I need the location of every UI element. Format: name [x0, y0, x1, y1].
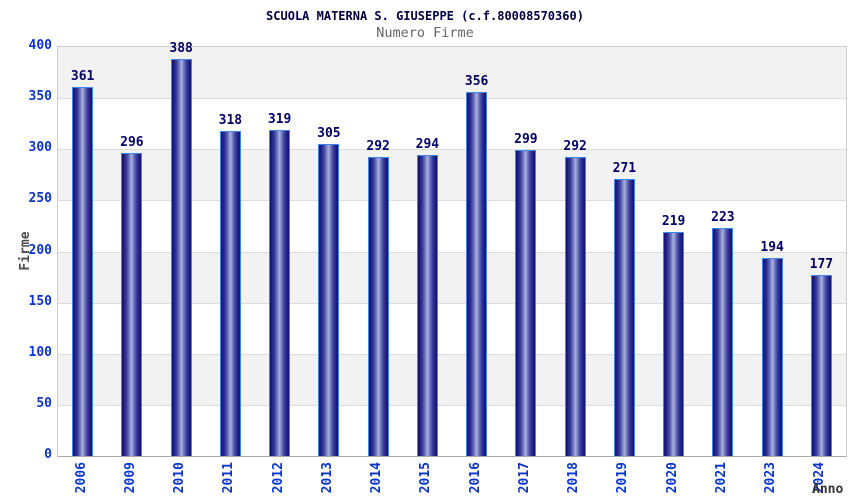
- bar-value-label: 361: [70, 68, 95, 84]
- gridline: [58, 251, 846, 253]
- gridline: [58, 200, 846, 202]
- bar: [170, 59, 192, 456]
- x-tick-label: 2023: [763, 462, 779, 494]
- x-tick-label: 2016: [467, 462, 483, 494]
- x-tick-label: 2020: [664, 462, 680, 494]
- bar-value-label: 292: [366, 139, 390, 155]
- x-tick-label: 2017: [516, 462, 532, 494]
- x-axis-title: Anno: [812, 482, 844, 497]
- bar-value-label: 318: [218, 112, 243, 128]
- bar-value-label: 194: [760, 239, 784, 255]
- x-tick-label: 2021: [713, 462, 729, 494]
- y-tick-label: 50: [36, 395, 52, 411]
- bar-value-label: 356: [464, 73, 489, 89]
- bar: [564, 157, 586, 456]
- y-tick-label: 400: [28, 38, 52, 53]
- bar: [318, 144, 340, 456]
- bar: [367, 157, 389, 456]
- chart-title: SCUOLA MATERNA S. GIUSEPPE (c.f.80008570…: [266, 9, 584, 23]
- gridline: [58, 353, 846, 355]
- bar-value-label: 219: [661, 214, 686, 230]
- bar-value-label: 294: [415, 137, 440, 153]
- y-tick-label: 100: [28, 344, 52, 360]
- y-tick-label: 250: [28, 191, 52, 207]
- gridline: [58, 404, 846, 406]
- x-tick-label: 2019: [615, 462, 631, 494]
- y-axis-ticks: 0 50 100 150 200 250 300 350 400: [0, 38, 52, 462]
- bar: [219, 130, 241, 456]
- bar: [466, 92, 488, 456]
- y-tick-label: 150: [28, 293, 52, 309]
- gridline: [58, 149, 846, 151]
- bar: [121, 153, 143, 456]
- x-tick-label: 2009: [122, 462, 138, 494]
- bar: [712, 227, 734, 456]
- x-tick-label: 2015: [418, 462, 434, 494]
- bar-value-label: 177: [809, 257, 834, 273]
- plot-area: 361 296 388 318 319 305 292 294 356 299 292 271 219 2…: [57, 42, 847, 457]
- y-tick-label: 200: [28, 242, 52, 258]
- bar: [72, 86, 94, 456]
- gridline: [58, 98, 846, 100]
- bar-value-label: 299: [514, 132, 538, 148]
- x-tick-label: 2013: [319, 462, 335, 494]
- y-tick-label: 0: [44, 447, 52, 462]
- y-tick-label: 300: [28, 140, 52, 156]
- bar: [269, 129, 291, 456]
- x-axis-ticks: 2006 2009 2010 2011 2012 2013 2014 2015 2016 2017…: [57, 455, 845, 500]
- bar-value-label: 292: [563, 139, 587, 155]
- x-tick-label: 2018: [566, 462, 582, 494]
- y-tick-label: 350: [28, 89, 52, 105]
- x-tick-label: 2014: [369, 462, 385, 494]
- bar-value-label: 319: [267, 111, 292, 127]
- bar-value-label: 305: [317, 126, 341, 142]
- bar-value-label: 388: [169, 41, 193, 57]
- bar: [416, 155, 438, 456]
- bar-value-label: 271: [612, 160, 637, 176]
- x-tick-label: 2010: [172, 462, 188, 494]
- bar: [515, 150, 537, 456]
- x-tick-label: 2011: [221, 462, 237, 494]
- y-axis-title: Firme: [18, 231, 33, 271]
- bar: [613, 178, 635, 456]
- bar: [810, 275, 832, 456]
- bar-value-label: 223: [711, 209, 735, 225]
- bar: [761, 257, 783, 456]
- gridline: [58, 302, 846, 304]
- x-tick-label: 2012: [270, 462, 286, 494]
- chart-subtitle: Numero Firme: [376, 25, 474, 41]
- bar-value-label: 296: [120, 135, 144, 151]
- bar: [663, 232, 685, 456]
- x-tick-label: 2006: [73, 462, 89, 494]
